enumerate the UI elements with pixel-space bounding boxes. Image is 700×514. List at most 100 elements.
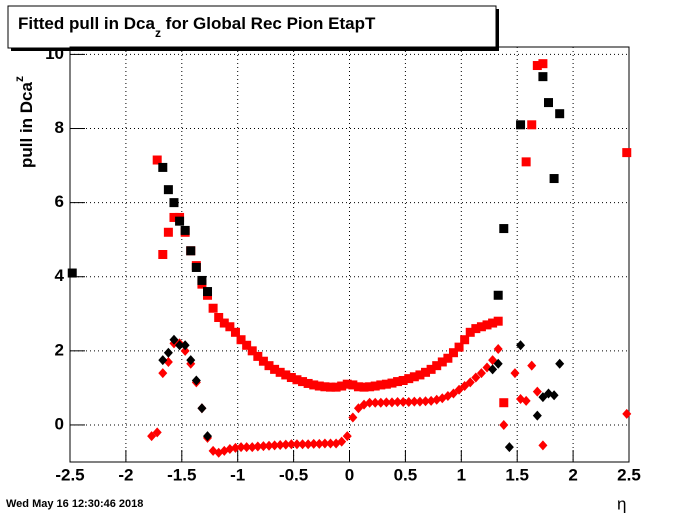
x-axis-label: η — [617, 494, 626, 513]
square-marker — [247, 346, 257, 356]
square-marker — [281, 370, 291, 380]
square-marker — [381, 379, 391, 389]
square-marker — [549, 174, 559, 184]
diamond-marker — [264, 440, 274, 451]
square-marker — [292, 375, 302, 385]
diamond-marker — [158, 368, 168, 379]
square-marker — [454, 342, 464, 352]
square-marker — [314, 381, 324, 391]
diamond-marker — [476, 368, 486, 379]
diamond-marker — [169, 334, 179, 345]
x-tick-label: -1.5 — [167, 465, 196, 484]
y-tick-label: 0 — [55, 414, 64, 433]
diamond-marker — [488, 364, 498, 375]
chart-title: Fitted pull in Dcaz for Global Rec Pion … — [18, 14, 376, 40]
diamond-marker — [527, 360, 537, 371]
square-marker — [387, 378, 397, 388]
x-tick-label: 2.5 — [617, 465, 641, 484]
x-tick-label: -2.5 — [55, 465, 84, 484]
x-tick-label: 0.5 — [394, 465, 418, 484]
square-marker — [432, 361, 442, 371]
diamond-marker — [230, 442, 240, 453]
diamond-marker — [247, 442, 257, 453]
square-marker — [175, 216, 185, 226]
diamond-marker — [365, 397, 375, 408]
square-marker — [152, 155, 162, 165]
diamond-marker — [398, 396, 408, 407]
square-marker — [516, 120, 526, 130]
diamond-marker — [521, 395, 531, 406]
square-marker — [370, 381, 380, 391]
title-sub: z — [155, 26, 161, 40]
square-marker — [437, 357, 447, 367]
diamond-marker — [415, 396, 425, 407]
x-tick-label: 2 — [568, 465, 577, 484]
square-marker — [163, 185, 173, 195]
diamond-marker — [292, 439, 302, 450]
diamond-marker — [163, 347, 173, 358]
square-marker — [320, 382, 330, 392]
diamond-marker — [387, 397, 397, 408]
square-marker — [186, 246, 196, 256]
diamond-marker — [348, 412, 358, 423]
square-marker — [197, 275, 207, 285]
diamond-marker — [393, 396, 403, 407]
x-tick-label: -0.5 — [279, 465, 308, 484]
diamond-marker — [404, 396, 414, 407]
diamond-marker — [303, 439, 313, 450]
square-marker — [465, 327, 475, 337]
diamond-marker — [270, 440, 280, 451]
square-marker — [337, 381, 347, 391]
diamond-marker — [281, 439, 291, 450]
square-marker — [527, 120, 537, 130]
square-marker — [214, 312, 224, 322]
x-tick-label: 1 — [457, 465, 466, 484]
diamond-marker — [532, 410, 542, 421]
square-marker — [242, 340, 252, 350]
diamond-marker — [337, 436, 347, 447]
diamond-marker — [465, 377, 475, 388]
timestamp: Wed May 16 12:30:46 2018 — [6, 498, 143, 510]
square-marker — [493, 290, 503, 300]
square-marker — [544, 98, 554, 108]
square-marker — [180, 225, 190, 235]
y-tick-label: 4 — [55, 266, 65, 285]
square-marker — [521, 157, 531, 167]
square-marker — [236, 335, 246, 345]
square-marker — [158, 250, 168, 259]
diamond-marker — [197, 403, 207, 414]
square-marker — [286, 373, 296, 383]
diamond-marker — [298, 439, 308, 450]
title-box — [7, 5, 497, 49]
square-marker — [538, 72, 548, 82]
diamond-marker — [499, 419, 509, 430]
x-tick-label: -2 — [118, 465, 133, 484]
square-marker — [158, 162, 168, 172]
square-marker — [208, 303, 218, 313]
diamond-marker — [180, 340, 190, 351]
diamond-marker — [258, 441, 268, 452]
square-marker — [253, 351, 263, 361]
diamond-marker — [320, 438, 330, 449]
square-marker — [426, 364, 436, 374]
y-label-sub: z — [12, 76, 26, 82]
square-marker — [353, 382, 363, 392]
square-marker — [258, 356, 268, 366]
square-marker — [499, 398, 509, 408]
diamond-marker — [538, 440, 548, 451]
diamond-marker — [236, 442, 246, 453]
square-marker — [488, 318, 498, 328]
diamond-marker — [376, 397, 386, 408]
diamond-marker — [493, 358, 503, 369]
square-marker — [275, 367, 285, 377]
square-marker — [532, 61, 542, 71]
square-marker — [476, 322, 486, 332]
diamond-marker — [203, 431, 213, 442]
y-tick-label: 10 — [45, 44, 64, 63]
diamond-marker — [409, 396, 419, 407]
y-axis-label: pull in Dcaz — [12, 76, 36, 168]
square-marker — [270, 364, 280, 374]
diamond-marker — [549, 390, 559, 401]
